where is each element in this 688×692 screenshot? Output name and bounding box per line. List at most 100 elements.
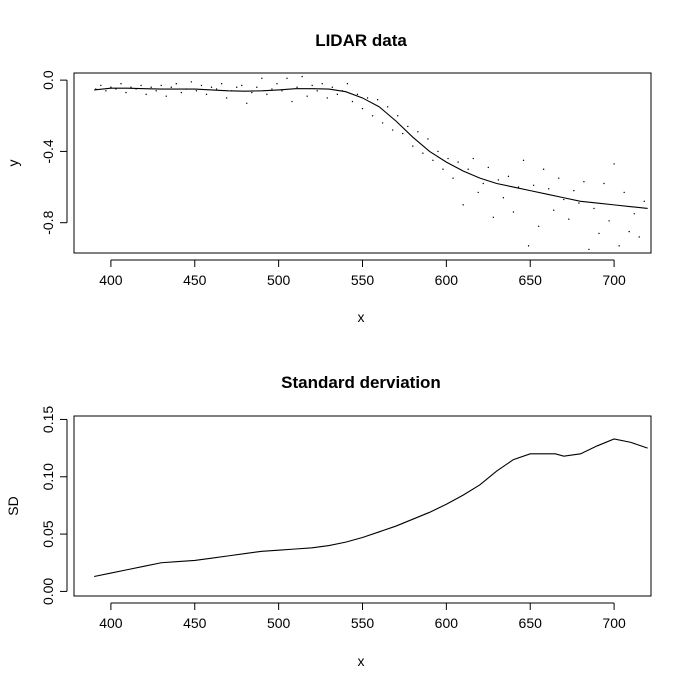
sd-x-axis: 400 450 500 550 600 650 700	[99, 602, 626, 631]
data-point	[316, 90, 318, 92]
data-point	[553, 209, 555, 211]
data-point	[512, 211, 515, 213]
data-point	[532, 184, 535, 186]
data-point	[195, 90, 198, 92]
y-tick-label: 0.05	[40, 520, 56, 547]
sd-marks	[94, 438, 648, 578]
data-point	[522, 159, 525, 162]
x-tick-label: 450	[183, 272, 207, 288]
data-point	[376, 99, 379, 101]
data-point	[286, 77, 288, 80]
data-point	[205, 93, 208, 96]
data-point	[125, 91, 127, 94]
data-point	[618, 245, 620, 247]
y-tick-label: 0.0	[40, 70, 56, 90]
lidar-x-axis: 400 450 500 550 600 650 700	[99, 259, 626, 288]
x-tick-label: 400	[99, 272, 123, 288]
sd-x-label: x	[358, 653, 365, 669]
data-point	[150, 86, 152, 88]
data-point	[215, 88, 218, 90]
data-point	[452, 177, 454, 179]
x-tick-label: 500	[267, 272, 291, 288]
data-point	[507, 175, 510, 178]
lidar-plot-frame	[73, 72, 652, 254]
data-point	[427, 138, 429, 140]
data-point	[422, 152, 424, 154]
sd-plot-frame	[73, 415, 652, 597]
lidar-y-label: y	[5, 160, 21, 167]
data-point	[613, 163, 615, 165]
data-point	[588, 248, 590, 251]
data-point	[391, 129, 394, 131]
data-point	[165, 95, 167, 97]
data-point	[502, 197, 505, 199]
data-point	[457, 161, 459, 163]
data-point	[407, 125, 409, 128]
x-tick-label: 550	[351, 272, 375, 288]
data-point	[120, 82, 122, 85]
data-point	[261, 77, 263, 80]
data-point	[633, 213, 635, 215]
data-point	[140, 84, 142, 87]
data-point	[346, 82, 349, 85]
data-point	[130, 86, 132, 88]
data-point	[180, 91, 183, 94]
sd-y-axis: 0.00 0.05 0.10 0.15	[40, 406, 68, 605]
data-point	[432, 159, 434, 162]
data-point	[542, 168, 545, 170]
data-point	[593, 207, 595, 210]
data-point	[623, 191, 625, 194]
data-point	[547, 188, 550, 190]
data-point	[266, 93, 268, 96]
data-point	[467, 168, 469, 170]
data-point	[386, 106, 389, 108]
x-tick-label: 700	[602, 272, 626, 288]
data-point	[200, 84, 203, 87]
lidar-x-label: x	[358, 309, 365, 325]
data-point	[190, 81, 193, 83]
lidar-title: LIDAR data	[315, 31, 407, 50]
data-point	[225, 97, 228, 99]
data-point	[291, 100, 293, 103]
data-point	[170, 86, 172, 88]
x-tick-label: 450	[183, 615, 207, 631]
data-point	[487, 166, 489, 169]
data-point	[437, 150, 439, 153]
data-point	[301, 75, 303, 78]
data-point	[583, 181, 585, 183]
data-point	[558, 177, 560, 179]
x-tick-label: 700	[602, 615, 626, 631]
lidar-panel: LIDAR data 400 450 500 550 600 650 700 0.0 -0.4…	[5, 31, 652, 325]
data-point	[573, 189, 575, 192]
y-tick-label: 0.15	[40, 406, 56, 433]
data-point	[447, 157, 449, 160]
data-point	[246, 102, 248, 104]
x-tick-label: 600	[435, 615, 459, 631]
data-point	[482, 182, 484, 185]
data-point	[236, 86, 238, 88]
sd-y-label: SD	[5, 496, 21, 515]
data-point	[366, 97, 369, 99]
x-tick-label: 400	[99, 615, 123, 631]
data-point	[331, 86, 334, 88]
data-point	[256, 86, 258, 88]
data-point	[608, 220, 610, 222]
data-point	[638, 236, 640, 238]
data-point	[603, 182, 605, 185]
data-point	[105, 90, 107, 92]
data-point	[643, 200, 645, 203]
data-point	[517, 186, 520, 188]
data-point	[356, 93, 359, 96]
data-point	[296, 86, 298, 88]
sd-title: Standard derviation	[281, 373, 441, 392]
data-point	[417, 131, 419, 133]
data-point	[568, 218, 570, 220]
x-tick-label: 600	[435, 272, 459, 288]
data-point	[412, 145, 414, 147]
data-point	[251, 91, 253, 94]
data-point	[220, 82, 223, 85]
y-tick-label: 0.00	[40, 578, 56, 605]
data-point	[402, 132, 404, 135]
